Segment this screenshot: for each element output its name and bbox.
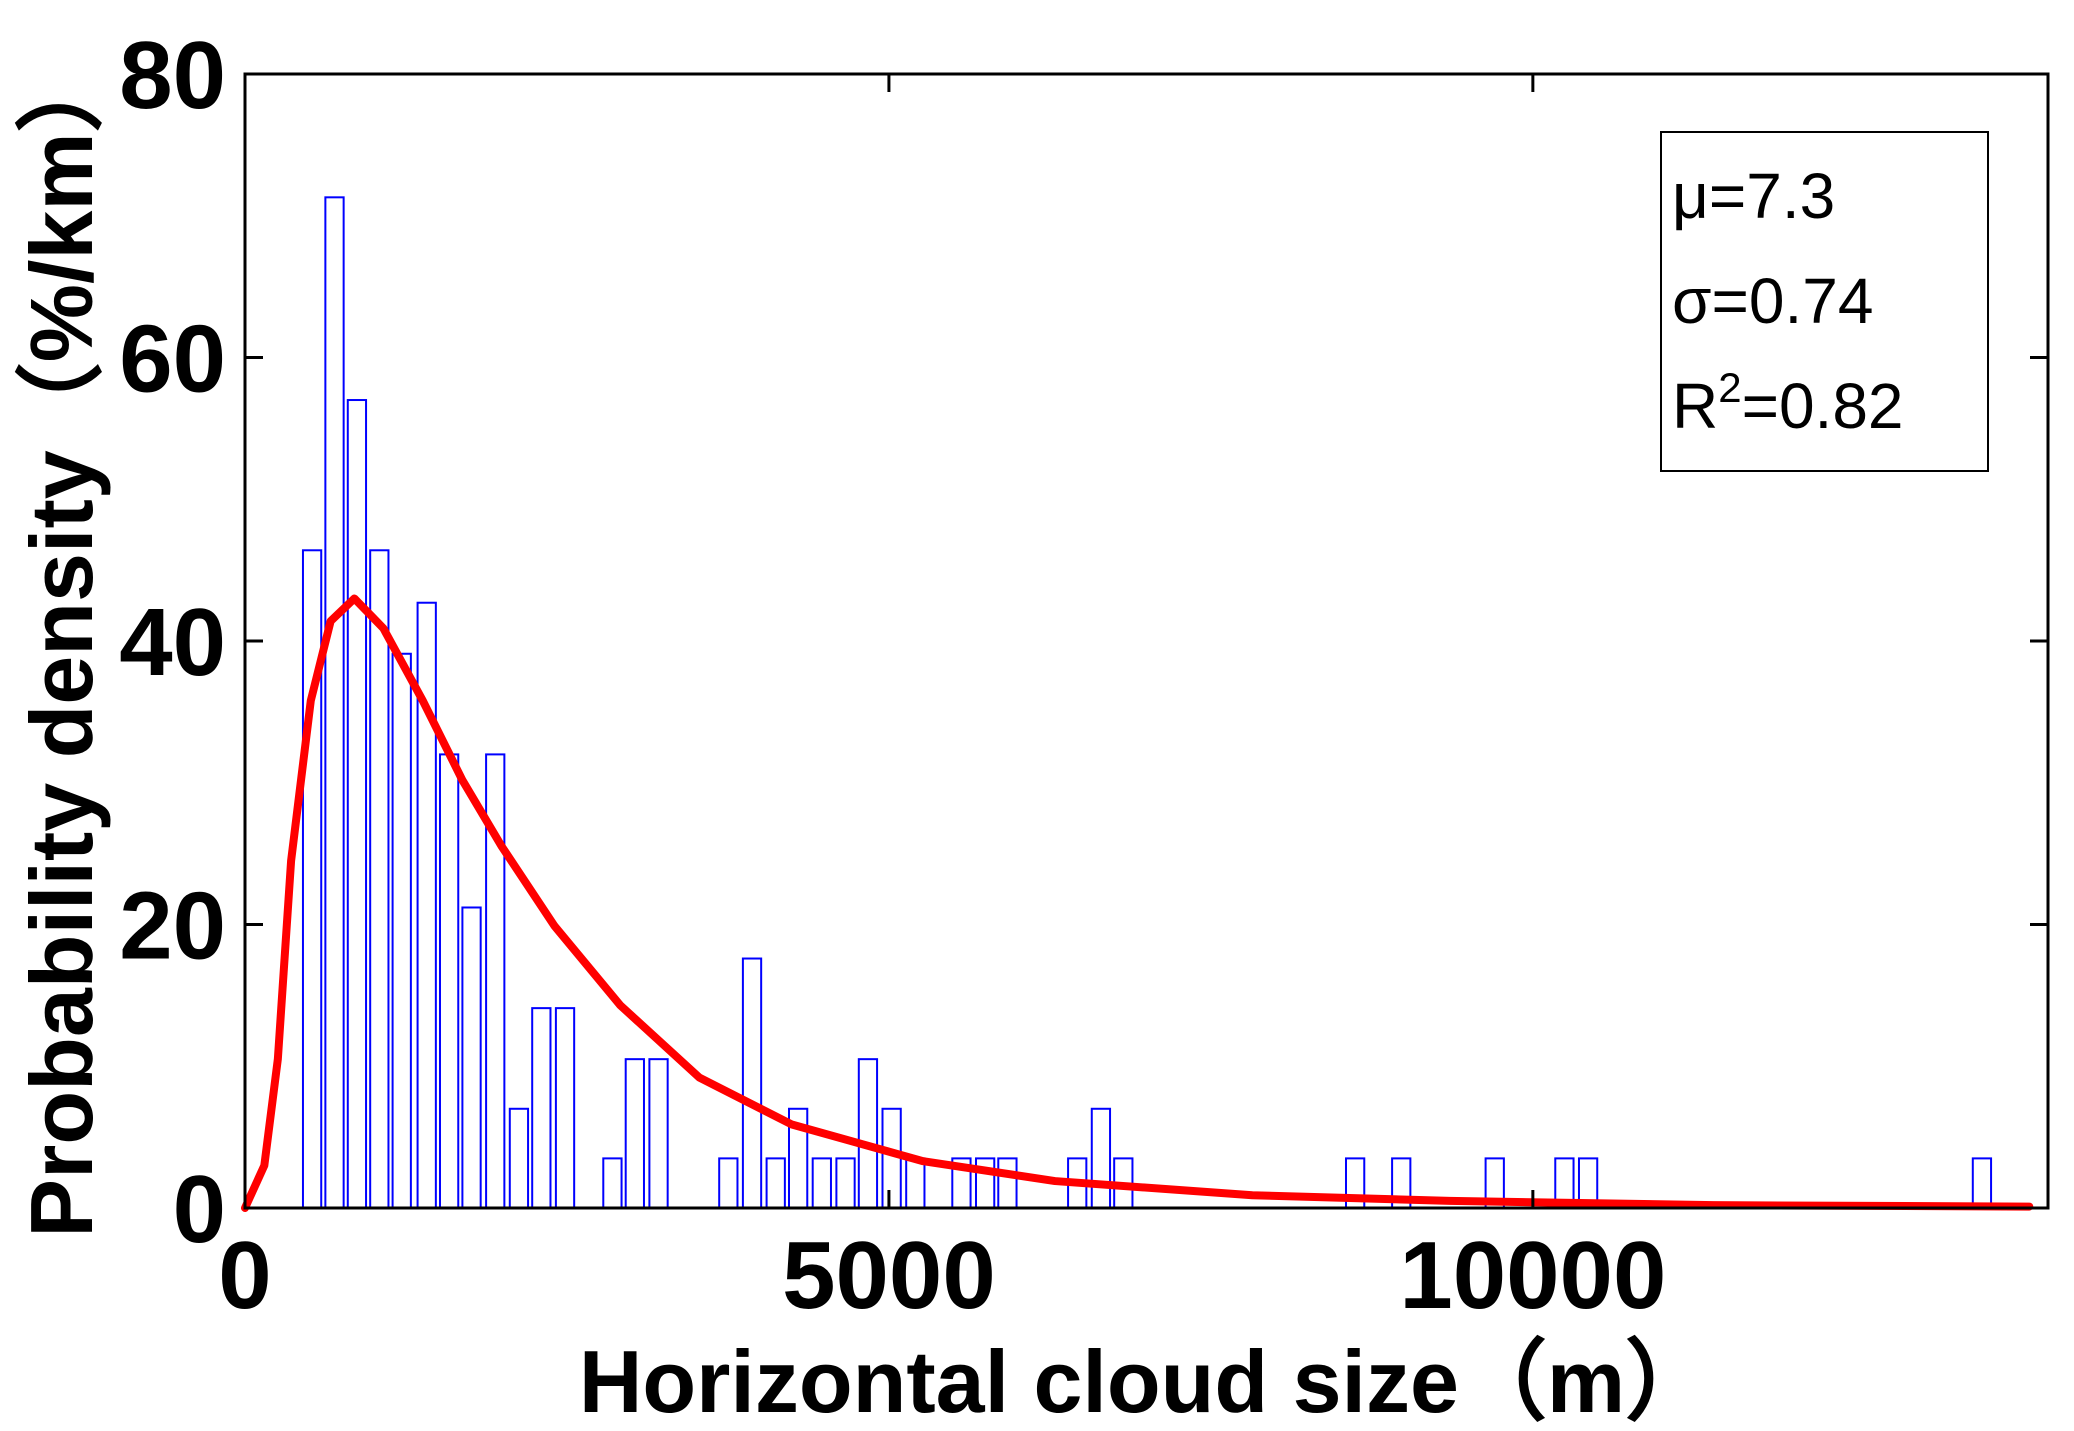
bar	[369, 549, 390, 1209]
bar	[324, 196, 345, 1209]
y-tick-label: 40	[119, 589, 226, 696]
fit-curve	[241, 594, 2034, 1212]
bar	[602, 1157, 623, 1209]
annotation-box	[1660, 131, 1989, 472]
annotation: μ=7.3	[1672, 160, 1835, 232]
x-axis-label: Horizontal cloud size（m）	[579, 1332, 1713, 1431]
bar	[624, 1058, 645, 1209]
bar	[438, 753, 460, 1210]
bar	[391, 652, 412, 1209]
bar	[857, 1058, 879, 1209]
bar	[301, 549, 323, 1209]
bar	[508, 1107, 530, 1210]
bar	[531, 1007, 552, 1209]
annotation-part: R	[1672, 370, 1718, 442]
bar	[765, 1157, 786, 1209]
bar	[554, 1007, 576, 1209]
bar	[997, 1157, 1018, 1209]
bar	[905, 1157, 926, 1209]
y-tick-label: 20	[119, 873, 226, 980]
bar	[461, 906, 482, 1209]
annotation: R2=0.82	[1672, 364, 1904, 442]
y-tick-label: 60	[119, 306, 226, 413]
x-tick-label: 0	[218, 1222, 271, 1329]
bar	[811, 1157, 832, 1209]
bar	[1090, 1107, 1112, 1210]
x-tick-label: 5000	[782, 1222, 996, 1329]
bar	[1971, 1157, 1993, 1209]
x-tick-label: 10000	[1399, 1222, 1666, 1329]
superscript: 2	[1718, 364, 1741, 411]
y-axis-label: Probability density（%/km）	[12, 44, 111, 1237]
bar	[648, 1058, 669, 1209]
annotation: σ=0.74	[1672, 265, 1873, 337]
y-tick-label: 80	[119, 22, 226, 129]
bar	[718, 1157, 739, 1209]
y-tick-label: 0	[173, 1156, 226, 1263]
bar	[741, 957, 763, 1210]
bar	[346, 399, 368, 1209]
bar	[835, 1157, 856, 1209]
bar	[881, 1107, 902, 1210]
annotation-part: =0.82	[1742, 370, 1904, 442]
